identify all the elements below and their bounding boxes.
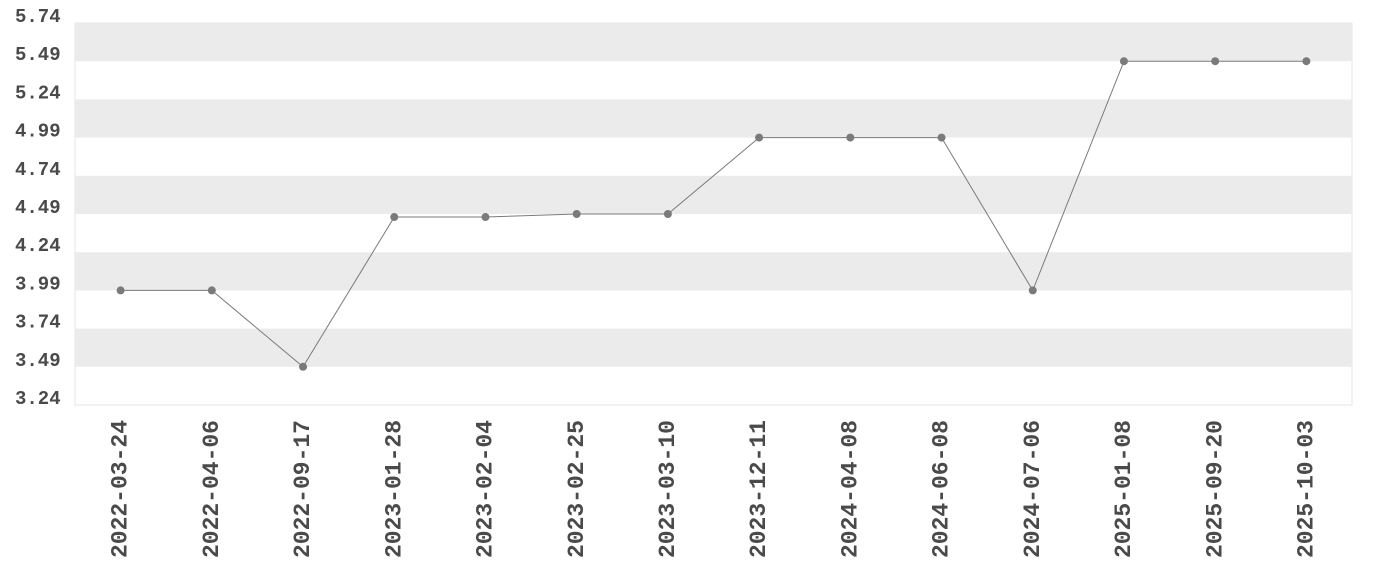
y-tick-label: 5.24 (15, 82, 61, 104)
marker (1211, 57, 1220, 66)
grid-band (75, 175, 1352, 214)
marker (937, 133, 946, 142)
x-tick-label: 2024-04-08 (837, 420, 863, 558)
marker (755, 133, 764, 142)
marker (207, 286, 216, 295)
y-tick-label: 3.99 (15, 273, 61, 295)
x-tick-label: 2023-12-11 (746, 420, 772, 558)
x-tick-label: 2025-09-20 (1202, 420, 1228, 558)
marker (1119, 57, 1128, 66)
y-tick-label: 5.74 (15, 6, 61, 28)
x-tick-label: 2024-07-06 (1020, 420, 1046, 558)
x-tick-label: 2022-04-06 (199, 420, 225, 558)
grid-band (75, 252, 1352, 291)
marker (116, 286, 125, 295)
marker (1028, 286, 1037, 295)
y-tick-label: 4.49 (15, 197, 61, 219)
x-tick-label: 2023-02-04 (473, 420, 499, 558)
x-tick-label: 2023-01-28 (381, 420, 407, 558)
x-tick-label: 2022-09-17 (290, 420, 316, 558)
y-tick-label: 4.24 (15, 235, 61, 257)
x-tick-label: 2024-06-08 (929, 420, 955, 558)
y-tick-label: 4.99 (15, 121, 61, 143)
y-tick-label: 3.74 (15, 312, 61, 334)
marker (663, 210, 672, 218)
marker (846, 133, 855, 142)
x-tick-label: 2025-01-08 (1111, 420, 1137, 558)
grid-band (75, 328, 1352, 367)
marker (481, 213, 490, 222)
y-tick-label: 4.74 (15, 159, 61, 181)
grid-band (75, 23, 1352, 62)
x-tick-label: 2023-02-25 (564, 420, 590, 558)
grid-band (75, 99, 1352, 138)
y-tick-label: 3.49 (15, 350, 61, 372)
y-tick-label: 3.24 (15, 388, 61, 410)
x-tick-label: 2023-03-10 (655, 420, 681, 558)
x-tick-label: 2022-03-24 (108, 420, 134, 558)
x-tick-label: 2025-10-03 (1293, 420, 1319, 558)
marker (390, 213, 399, 222)
marker (1302, 57, 1311, 66)
marker (299, 362, 308, 371)
y-tick-label: 5.49 (15, 44, 61, 66)
line (120, 60, 1307, 368)
marker (572, 210, 581, 218)
